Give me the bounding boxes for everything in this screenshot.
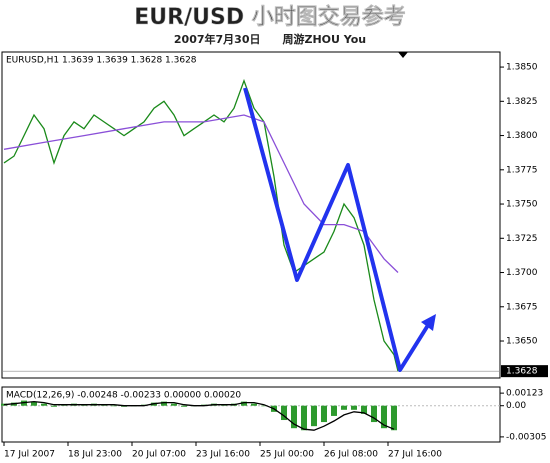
y-tick-label: 1.3750 bbox=[506, 200, 538, 210]
x-tick-label: 25 Jul 00:00 bbox=[260, 450, 314, 460]
y-tick-label: -0.00305 bbox=[506, 432, 546, 442]
y-tick-label: 1.3700 bbox=[506, 268, 538, 278]
y-tick-label: 1.3675 bbox=[506, 302, 538, 312]
histogram-bar bbox=[51, 405, 57, 407]
current-price-label: 1.3628 bbox=[506, 367, 538, 377]
histogram-bar bbox=[181, 405, 187, 407]
x-tick-label: 26 Jul 08:00 bbox=[324, 450, 378, 460]
panel-label: EURUSD,H1 1.3639 1.3639 1.3628 1.3628 bbox=[6, 56, 197, 66]
current-price-box bbox=[501, 365, 548, 378]
histogram-bar bbox=[111, 405, 117, 407]
chart-title: EUR/USD 小时图交易参考 bbox=[134, 4, 406, 30]
y-tick-label: 0.00123 bbox=[506, 389, 543, 399]
y-tick-label: 1.3850 bbox=[506, 63, 538, 73]
histogram-bar bbox=[41, 403, 47, 406]
histogram-bar bbox=[281, 405, 287, 421]
histogram-bar bbox=[291, 405, 297, 429]
histogram-bar bbox=[241, 401, 247, 406]
histogram-bar bbox=[321, 405, 327, 423]
panel-label: MACD(12,26,9) -0.00248 -0.00233 0.00000 … bbox=[6, 391, 241, 401]
main-panel bbox=[1, 51, 501, 379]
histogram-bar bbox=[351, 405, 357, 410]
y-tick-label: 0.00 bbox=[506, 401, 526, 411]
y-tick-label: 1.3775 bbox=[506, 165, 538, 175]
histogram-bar bbox=[331, 405, 337, 416]
histogram-bar bbox=[361, 405, 367, 414]
histogram-bar bbox=[391, 405, 397, 431]
y-tick-label: 1.3800 bbox=[506, 131, 538, 141]
arrow-head bbox=[421, 314, 436, 331]
chart-subtitle: 2007年7月30日 周游ZHOU You bbox=[174, 32, 366, 46]
x-tick-label: 23 Jul 16:00 bbox=[196, 450, 250, 460]
macd-panel bbox=[1, 386, 501, 443]
x-tick-label: 27 Jul 16:00 bbox=[388, 450, 442, 460]
y-tick-label: 1.3825 bbox=[506, 97, 538, 107]
y-tick-label: 1.3725 bbox=[506, 234, 538, 244]
series-line bbox=[3, 114, 399, 273]
series-line bbox=[3, 78, 399, 372]
x-tick-label: 17 Jul 2007 bbox=[4, 450, 55, 460]
histogram-bar bbox=[31, 401, 37, 406]
histogram-bar bbox=[371, 405, 377, 423]
shift-marker bbox=[398, 52, 408, 58]
histogram-bar bbox=[161, 401, 167, 406]
histogram-bar bbox=[341, 405, 347, 410]
histogram-bar bbox=[261, 405, 267, 407]
x-tick-label: 18 Jul 23:00 bbox=[68, 450, 122, 460]
x-tick-label: 20 Jul 07:00 bbox=[132, 450, 186, 460]
histogram-bar bbox=[381, 405, 387, 429]
series-line bbox=[3, 400, 395, 431]
y-tick-label: 1.3650 bbox=[506, 337, 538, 347]
histogram-bar bbox=[311, 405, 317, 427]
forecast-arrow bbox=[243, 87, 432, 372]
histogram-bar bbox=[171, 403, 177, 406]
histogram-bar bbox=[251, 403, 257, 406]
histogram-bar bbox=[301, 405, 307, 431]
